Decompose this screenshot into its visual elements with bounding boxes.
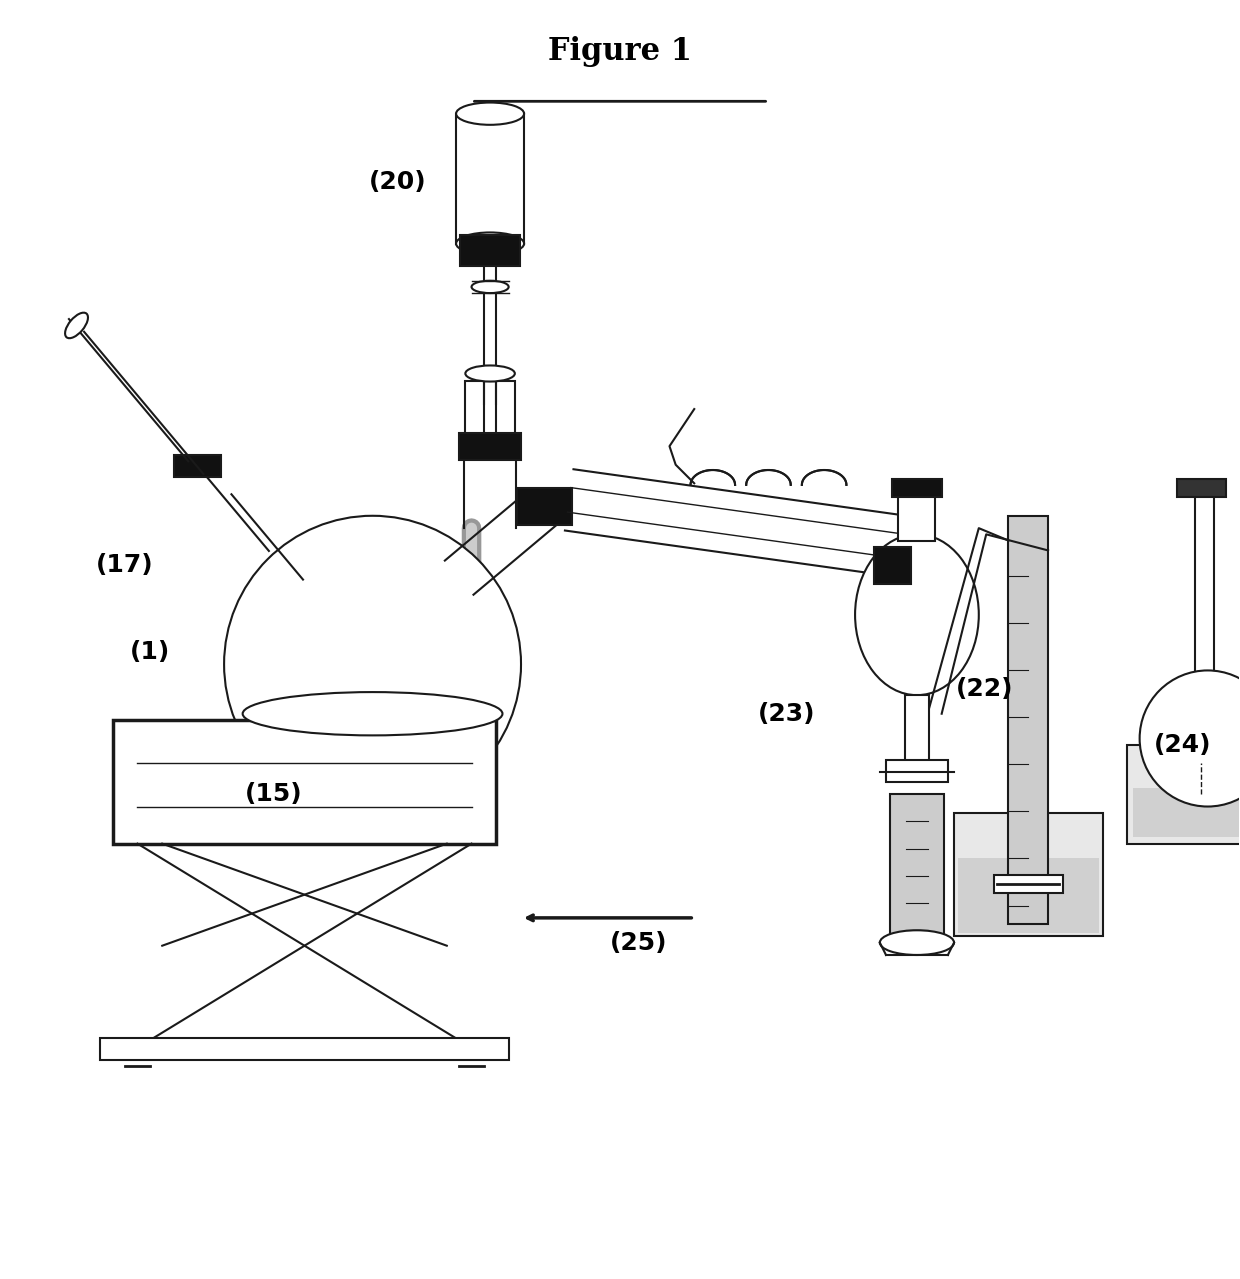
Bar	[893, 478, 941, 498]
Ellipse shape	[465, 366, 515, 381]
Bar	[460, 235, 521, 266]
Ellipse shape	[64, 312, 88, 338]
Bar	[957, 858, 1099, 932]
Bar	[174, 454, 221, 477]
Ellipse shape	[243, 692, 502, 735]
Text: Figure 1: Figure 1	[548, 36, 692, 68]
Bar	[100, 1037, 508, 1060]
Bar	[1177, 478, 1226, 498]
Text: (23): (23)	[759, 702, 816, 725]
Bar	[517, 487, 572, 524]
Bar	[456, 114, 525, 243]
Text: (15): (15)	[244, 783, 303, 806]
Bar	[954, 812, 1102, 936]
Ellipse shape	[456, 102, 525, 125]
Ellipse shape	[880, 930, 954, 955]
Text: (22): (22)	[956, 677, 1014, 701]
Text: (24): (24)	[1154, 733, 1211, 757]
Ellipse shape	[856, 535, 978, 696]
Bar	[890, 794, 944, 943]
Bar	[459, 432, 521, 460]
Bar	[904, 696, 929, 770]
Bar	[1127, 744, 1240, 844]
Bar	[113, 720, 496, 844]
Bar	[465, 381, 515, 448]
Bar	[898, 491, 935, 541]
Ellipse shape	[456, 233, 525, 255]
Text: (20): (20)	[368, 170, 427, 193]
Bar	[874, 546, 910, 583]
Ellipse shape	[471, 280, 508, 293]
Circle shape	[224, 515, 521, 812]
Bar	[887, 760, 947, 781]
Text: (17): (17)	[97, 554, 154, 577]
Text: (25): (25)	[610, 931, 667, 954]
Bar	[1133, 788, 1240, 838]
Text: (1): (1)	[130, 640, 170, 664]
Bar	[993, 875, 1063, 893]
Circle shape	[1140, 670, 1240, 807]
Bar	[1008, 515, 1048, 923]
